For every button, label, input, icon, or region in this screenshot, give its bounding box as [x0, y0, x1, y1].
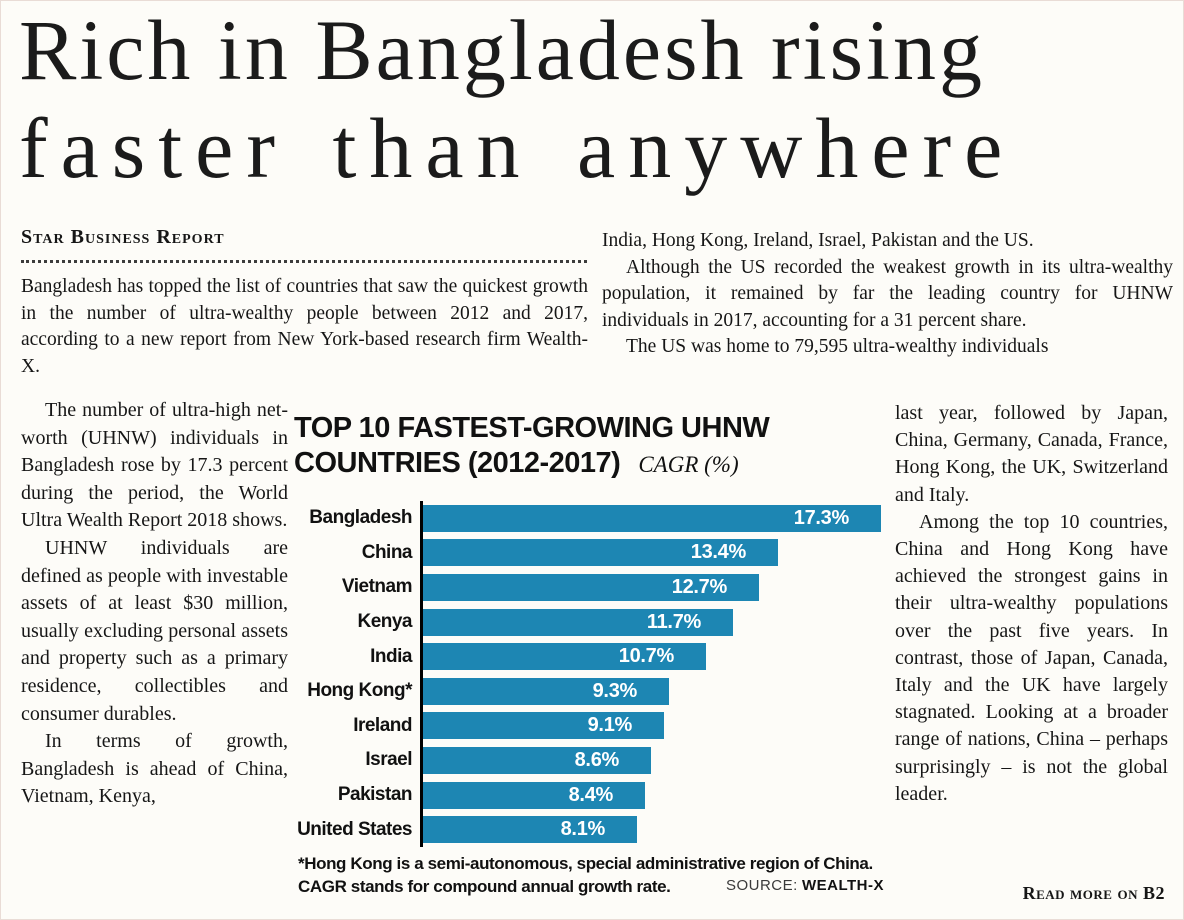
bar-value-label: 8.6% [574, 748, 620, 771]
bar-category-label: Pakistan [337, 784, 413, 806]
article-paragraph: In terms of growth, Bangladesh is ahead … [21, 730, 288, 808]
bar-chart: TOP 10 FASTEST-GROWING UHNW COUNTRIES (2… [294, 411, 888, 916]
top-right-column: India, Hong Kong, Ireland, Israel, Pakis… [602, 228, 1173, 361]
bar-track: 9.1% [420, 708, 888, 744]
bar-category-label: United States [297, 818, 412, 840]
bar-value-label: 9.1% [587, 714, 633, 737]
bar-track: 9.3% [420, 673, 888, 709]
bar-category-label: Ireland [353, 714, 412, 736]
byline: Star Business Report [21, 226, 225, 248]
bar-row: United States 8.1% [294, 812, 888, 847]
bar-chart-rows: Bangladesh 17.3% China 13.4% Vietnam 12.7% Ken… [294, 501, 888, 847]
bar-row: China 13.4% [294, 535, 888, 571]
bar: 12.7% [423, 573, 759, 601]
bar-value-label: 8.1% [560, 818, 606, 841]
bar: 8.4% [423, 781, 645, 809]
source-label: SOURCE: [725, 877, 798, 894]
bar-row: Kenya 11.7% [294, 604, 888, 640]
chart-unit-label: CAGR (%) [638, 452, 739, 477]
article-paragraph: India, Hong Kong, Ireland, Israel, Pakis… [602, 230, 1034, 251]
bar-category-label: Bangladesh [309, 507, 412, 529]
bar-row: Hong Kong* 9.3% [294, 673, 888, 709]
bar-row: Bangladesh 17.3% [294, 501, 888, 536]
bar-value-label: 11.7% [646, 610, 701, 633]
bar: 8.1% [423, 816, 637, 844]
bar-value-label: 8.4% [568, 783, 614, 806]
article-paragraph: The number of ultra-high net-worth (UHNW… [21, 399, 288, 532]
article-paragraph: Bangladesh has topped the list of countr… [21, 276, 588, 377]
chart-source: SOURCE: WEALTH-X [726, 877, 884, 894]
bar: 9.1% [423, 712, 664, 740]
article-paragraph: UHNW individuals are defined as people w… [21, 536, 288, 725]
bar-track: 11.7% [420, 604, 888, 640]
bar-row: Israel 8.6% [294, 743, 888, 778]
bar-value-label: 12.7% [671, 575, 728, 598]
source-value: WEALTH-X [801, 877, 884, 894]
bar-track: 13.4% [420, 535, 888, 571]
bar-track: 10.7% [420, 639, 888, 674]
bar: 9.3% [423, 677, 669, 705]
right-column: last year, followed by Japan, China, Ger… [895, 400, 1168, 808]
bar-row: Pakistan 8.4% [294, 777, 888, 813]
bar-category-label: India [370, 645, 412, 667]
bar: 8.6% [423, 746, 651, 774]
bar-track: 8.4% [420, 777, 888, 813]
article-paragraph: last year, followed by Japan, China, Ger… [895, 402, 1168, 506]
bar-row: Ireland 9.1% [294, 708, 888, 744]
chart-title-line1: TOP 10 FASTEST-GROWING UHNW [294, 412, 770, 444]
bar-row: India 10.7% [294, 639, 888, 674]
article-paragraph: Although the US recorded the weakest gro… [602, 256, 1173, 331]
bar-value-label: 10.7% [618, 645, 675, 668]
headline-line2: faster than anywhere [19, 100, 1016, 196]
left-column: The number of ultra-high net-worth (UHNW… [21, 397, 288, 811]
headline-line1: Rich in Bangladesh rising [19, 2, 985, 98]
bar-category-label: Vietnam [341, 576, 413, 598]
bar-category-label: China [361, 541, 413, 563]
bar-value-label: 9.3% [592, 679, 638, 702]
bar: 10.7% [423, 643, 706, 671]
read-more-note: Read more on B2 [1022, 883, 1165, 903]
chart-footnote: *Hong Kong is a semi-autonomous, special… [298, 854, 873, 873]
chart-title-line2: COUNTRIES (2012-2017) [294, 447, 621, 479]
lead-paragraph: Bangladesh has topped the list of countr… [21, 274, 588, 380]
bar-track: 17.3% [420, 501, 888, 536]
bar-track: 8.6% [420, 743, 888, 778]
bar-category-label: Israel [365, 749, 412, 771]
bar-category-label: Hong Kong* [307, 680, 412, 702]
bar: 11.7% [423, 608, 733, 636]
bar: 13.4% [423, 539, 778, 567]
headline: Rich in Bangladesh rising faster than an… [19, 1, 1015, 197]
chart-footnote: CAGR stands for compound annual growth r… [298, 877, 671, 896]
bar-row: Vietnam 12.7% [294, 570, 888, 605]
bar-value-label: 17.3% [793, 506, 850, 529]
article-paragraph: The US was home to 79,595 ultra-wealthy … [626, 336, 1049, 357]
bar-value-label: 13.4% [690, 541, 747, 564]
bar-category-label: Kenya [357, 611, 412, 633]
bar: 17.3% [423, 504, 881, 532]
bar-track: 8.1% [420, 812, 888, 847]
chart-footnotes: *Hong Kong is a semi-autonomous, special… [298, 852, 873, 898]
chart-title: TOP 10 FASTEST-GROWING UHNW COUNTRIES (2… [294, 411, 888, 482]
dotted-divider [21, 260, 587, 263]
article-paragraph: Among the top 10 countries, China and Ho… [895, 510, 1168, 805]
bar-track: 12.7% [420, 570, 888, 605]
